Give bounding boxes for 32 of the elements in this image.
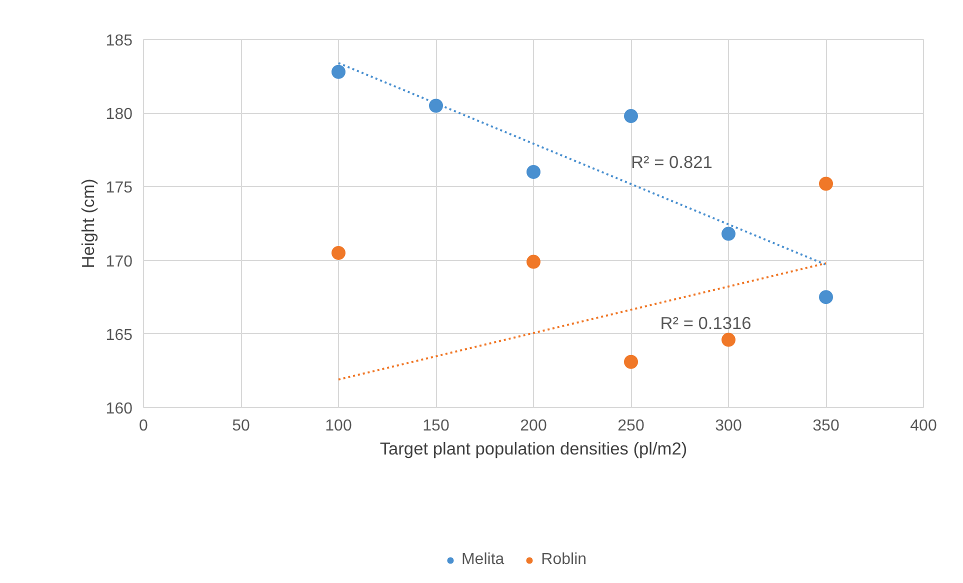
x-tick-label: 100: [325, 418, 352, 434]
x-tick-label: 0: [139, 418, 148, 434]
y-axis-title: Height (cm): [78, 178, 98, 268]
x-tick-label: 400: [910, 418, 937, 434]
point: [624, 354, 638, 369]
y-tick-label: 175: [106, 180, 133, 197]
x-tick-label: 250: [618, 418, 644, 434]
point: [819, 176, 833, 191]
point: [429, 98, 443, 113]
y-tick-label: 180: [106, 106, 133, 124]
point: [526, 164, 540, 179]
x-tick-label: 150: [422, 418, 450, 434]
point: [722, 332, 736, 347]
y-tick-label: 165: [106, 326, 133, 344]
point: [722, 226, 736, 241]
annotation: R² = 0.1316: [660, 312, 752, 333]
point: [624, 109, 638, 124]
legend-label: Roblin: [541, 551, 587, 570]
x-tick-label: 200: [520, 418, 547, 434]
y-tick-label: 170: [106, 253, 133, 270]
annotation: R² = 0.821: [631, 152, 712, 172]
legend-label: Melita: [461, 551, 504, 570]
point: [819, 290, 833, 304]
x-axis-title: Target plant population densities (pl/m2): [380, 438, 688, 458]
x-tick-label: 350: [812, 418, 840, 434]
point: [332, 64, 346, 79]
y-tick-label: 185: [106, 32, 133, 50]
x-tick-label: 300: [715, 418, 742, 434]
y-tick-label: 160: [106, 400, 133, 418]
point: [526, 254, 540, 269]
point: [332, 246, 346, 260]
x-tick-label: 50: [232, 418, 250, 434]
